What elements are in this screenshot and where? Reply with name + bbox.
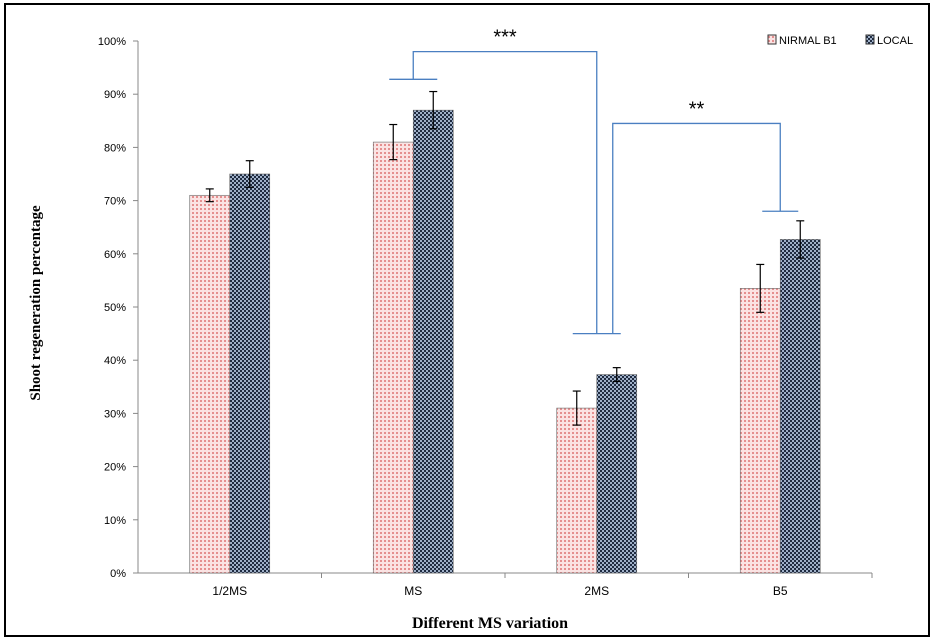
bar-nirmal <box>556 407 598 574</box>
y-tick-label: 100% <box>98 36 126 48</box>
y-tick-labels: 0% 10% 20% 30% 40% 50% 60% 70% 80% 90% 100% <box>98 36 126 580</box>
chart-frame <box>4 3 930 637</box>
bar-nirmal <box>739 288 781 574</box>
legend-swatch-nirmal <box>767 34 777 45</box>
bars <box>189 109 821 574</box>
x-tick-labels: 1/2MS MS 2MS B5 <box>212 584 788 598</box>
y-tick-label: 40% <box>104 355 126 367</box>
significance-brackets: ***** <box>389 27 799 335</box>
bar-nirmal <box>189 194 231 574</box>
x-tick-label: MS <box>404 584 422 598</box>
x-tick-label: B5 <box>773 584 788 598</box>
x-tick-label: 2MS <box>584 584 609 598</box>
error-bars <box>205 90 805 426</box>
y-tick-label: 70% <box>104 196 126 208</box>
bar-local <box>412 109 454 574</box>
legend-label-nirmal: NIRMAL B1 <box>779 35 837 47</box>
y-tick-label: 60% <box>104 249 126 261</box>
significance-stars: *** <box>493 27 517 49</box>
y-tick-label: 10% <box>104 515 126 527</box>
significance-bracket <box>612 122 781 334</box>
bar-local <box>779 239 821 574</box>
y-tick-label: 50% <box>104 302 126 314</box>
x-tick-label: 1/2MS <box>212 584 247 598</box>
y-tick-label: 0% <box>110 568 126 580</box>
legend-label-local: LOCAL <box>877 35 913 47</box>
y-tick-label: 90% <box>104 89 126 101</box>
y-tick-label: 30% <box>104 408 126 420</box>
y-axis-title: Shoot regeneration percentage <box>28 205 44 401</box>
significance-bracket <box>412 50 598 334</box>
legend: NIRMAL B1 LOCAL <box>767 34 913 47</box>
bar-nirmal <box>372 141 414 574</box>
bar-local <box>596 374 638 574</box>
x-axis-title: Different MS variation <box>412 615 568 632</box>
significance-stars: ** <box>689 98 705 120</box>
y-tick-label: 80% <box>104 142 126 154</box>
legend-swatch-local <box>865 34 875 45</box>
y-tick-label: 20% <box>104 462 126 474</box>
bar-local <box>229 173 271 574</box>
